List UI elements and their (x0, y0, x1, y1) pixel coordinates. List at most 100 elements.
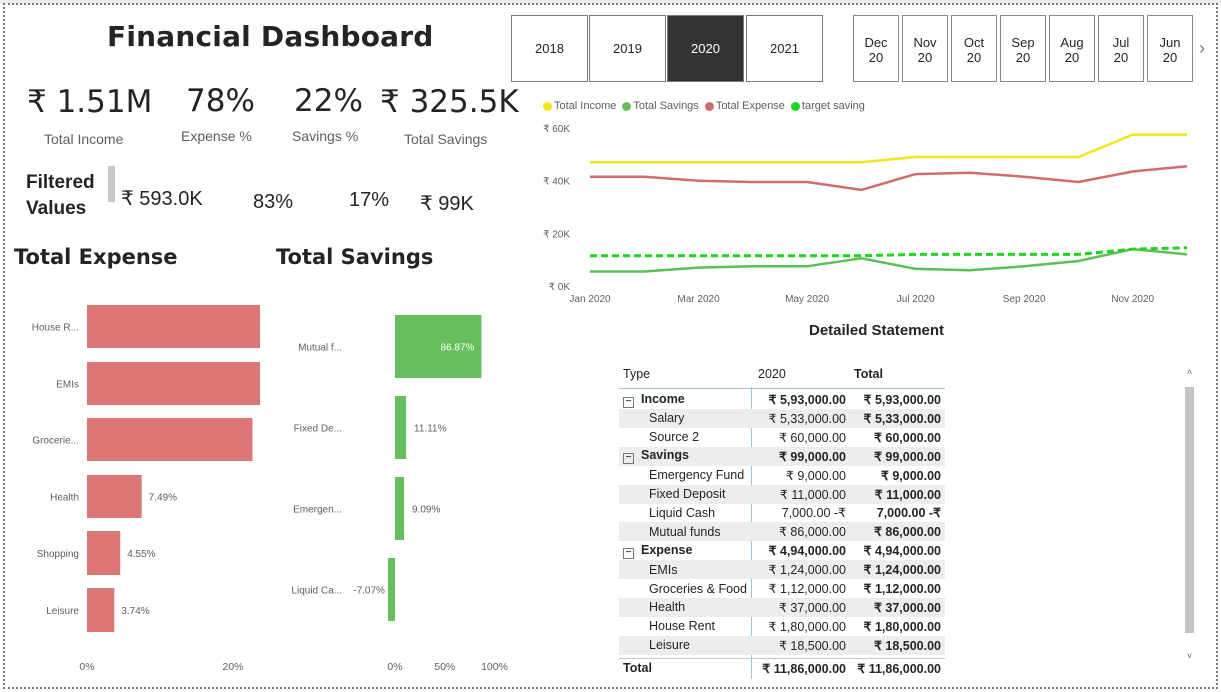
savings-data-label: 11.11% (414, 424, 447, 435)
savings-bar[interactable] (387, 558, 395, 621)
table-row[interactable]: Emergency Fund ₹ 9,000.00 ₹ 9,000.00 (619, 466, 945, 485)
expense-data-label: 7.49% (149, 493, 177, 504)
kpi-savings-pct-value: 22% (294, 83, 363, 119)
cell-type: − Income (623, 392, 685, 408)
scroll-down-icon[interactable]: ˅ (1186, 651, 1193, 661)
collapse-icon[interactable]: − (623, 547, 634, 559)
header-2020[interactable]: 2020 (758, 367, 786, 381)
cell-total: ₹ 18,500.00 (873, 638, 941, 653)
table-row[interactable]: Fixed Deposit ₹ 11,000.00 ₹ 11,000.00 (619, 484, 945, 504)
expense-bar[interactable] (87, 418, 253, 461)
savings-data-label: 86.87% (441, 343, 475, 354)
year-button-2020[interactable]: 2020 (667, 15, 744, 82)
table-row[interactable]: − Expense ₹ 4,94,000.00 ₹ 4,94,000.00 (619, 541, 945, 560)
savings-x-tick: 50% (434, 661, 455, 673)
expense-bar[interactable] (87, 588, 115, 632)
savings-data-label: 9.09% (412, 505, 440, 516)
filtered-label-line1: Filtered (26, 172, 95, 193)
month-button[interactable]: Jul 20 (1098, 15, 1144, 82)
filtered-savings-pct-value: 17% (349, 189, 390, 211)
legend-item[interactable]: Total Savings (622, 100, 699, 112)
line-series-target-saving[interactable] (590, 246, 1188, 258)
expense-bar[interactable] (87, 362, 271, 405)
cell-total: ₹ 11,000.00 (874, 487, 941, 502)
cell-total: ₹ 1,24,000.00 (863, 563, 941, 578)
savings-bar[interactable] (395, 477, 405, 540)
line-x-tick: Sep 2020 (1003, 294, 1046, 305)
table-row[interactable]: Health ₹ 37,000.00 ₹ 37,000.00 (619, 597, 945, 617)
collapse-icon[interactable]: − (623, 453, 634, 465)
expense-bar[interactable] (87, 475, 142, 518)
table-row[interactable]: House Rent ₹ 1,80,000.00 ₹ 1,80,000.00 (619, 617, 945, 636)
savings-bar-chart-svg: Mutual f... 86.87% Fixed De... 11.11% Emerge… (291, 315, 508, 673)
cell-type-text: Emergency Fund (649, 468, 745, 483)
cell-total: ₹ 1,12,000.00 (863, 582, 941, 596)
cell-2020: ₹ 86,000.00 (778, 525, 846, 540)
line-chart-svg: ₹ 0K ₹ 20K ₹ 40K ₹ 60K Jan 2020 Mar 2020 May 2… (543, 124, 1188, 305)
cell-type: − Savings (623, 448, 689, 465)
chevron-right-icon[interactable]: › (1199, 38, 1205, 58)
savings-x-tick: 100% (481, 661, 508, 673)
table-row[interactable]: − Savings ₹ 99,000.00 ₹ 99,000.00 (619, 446, 945, 466)
month-button[interactable]: Jun 20 (1147, 15, 1193, 82)
header-type[interactable]: Type (623, 367, 651, 381)
table-row[interactable]: Leisure ₹ 18,500.00 ₹ 18,500.00 (619, 635, 945, 655)
table-row[interactable]: Groceries & Food ₹ 1,12,000.00 ₹ 1,12,000.… (619, 579, 945, 598)
cell-2020: ₹ 60,000.00 (778, 430, 846, 445)
scroll-up-icon[interactable]: ˄ (1186, 367, 1193, 377)
cell-type-text: Liquid Cash (649, 505, 716, 520)
line-series-total-savings[interactable] (590, 247, 1188, 273)
table-scrollbar[interactable]: ˄ ˅ (1184, 363, 1195, 668)
cell-type-text: EMIs (649, 562, 678, 577)
table-row[interactable]: − Income ₹ 5,93,000.00 ₹ 5,93,000.00 (619, 390, 945, 409)
cell-total: 7,000.00 -₹ (876, 506, 941, 521)
month-year-label: 20 (868, 50, 884, 65)
month-year-label: 20 (1162, 50, 1178, 65)
expense-bar[interactable] (87, 531, 121, 575)
month-button[interactable]: Aug 20 (1049, 15, 1095, 82)
cell-type-text: House Rent (649, 619, 716, 634)
month-button[interactable]: Sep 20 (1000, 15, 1046, 82)
expense-x-tick: 0% (79, 661, 94, 673)
total-row-label: Total (623, 661, 652, 675)
header-total[interactable]: Total (854, 367, 883, 381)
month-year-label: 20 (1113, 50, 1129, 65)
scroll-thumb[interactable] (1185, 387, 1194, 633)
savings-bar[interactable] (395, 315, 482, 378)
cell-type-text: Mutual funds (649, 524, 721, 539)
cell-type: Emergency Fund (649, 468, 744, 482)
expense-data-label: 3.74% (121, 606, 149, 617)
table-row[interactable]: Source 2 ₹ 60,000.00 ₹ 60,000.00 (619, 428, 945, 447)
expense-category-label: Grocerie... (32, 436, 79, 447)
cell-type: Fixed Deposit (649, 487, 725, 501)
cell-type-text: Savings (641, 448, 689, 463)
cell-total: ₹ 37,000.00 (873, 600, 941, 615)
month-button[interactable]: Nov 20 (902, 15, 948, 82)
collapse-icon[interactable]: − (623, 396, 634, 408)
year-button-2019[interactable]: 2019 (589, 15, 666, 82)
table-row[interactable]: Liquid Cash 7,000.00 -₹ 7,000.00 -₹ (619, 503, 945, 522)
legend-item[interactable]: Total Income (543, 100, 616, 112)
savings-bar[interactable] (395, 396, 407, 459)
line-x-tick: Mar 2020 (677, 294, 720, 305)
table-row[interactable]: EMIs ₹ 1,24,000.00 ₹ 1,24,000.00 (619, 560, 945, 580)
month-label: Nov (913, 35, 937, 50)
savings-category-label: Emergen... (293, 505, 342, 516)
savings-x-tick: 0% (387, 661, 402, 673)
month-button[interactable]: Dec 20 (853, 15, 899, 82)
savings-category-label: Mutual f... (298, 343, 342, 354)
filtered-values-label: Filtered Values (26, 170, 95, 222)
year-button-2021[interactable]: 2021 (746, 15, 823, 82)
line-series-total-income[interactable] (590, 133, 1187, 164)
line-series-total-expense[interactable] (590, 164, 1188, 192)
table-row[interactable]: Salary ₹ 5,33,000.00 ₹ 5,33,000.00 (619, 408, 945, 428)
table-row[interactable]: Mutual funds ₹ 86,000.00 ₹ 86,000.00 (619, 522, 945, 542)
month-button[interactable]: Oct 20 (951, 15, 997, 82)
cell-total: ₹ 1,80,000.00 (863, 619, 941, 634)
legend-item[interactable]: Total Expense (704, 100, 785, 112)
year-button-2018[interactable]: 2018 (511, 15, 588, 82)
expense-bar[interactable] (87, 305, 354, 348)
legend-item[interactable]: target saving (790, 100, 865, 112)
expense-x-tick: 20% (222, 661, 243, 673)
cell-type: Mutual funds (649, 525, 721, 539)
